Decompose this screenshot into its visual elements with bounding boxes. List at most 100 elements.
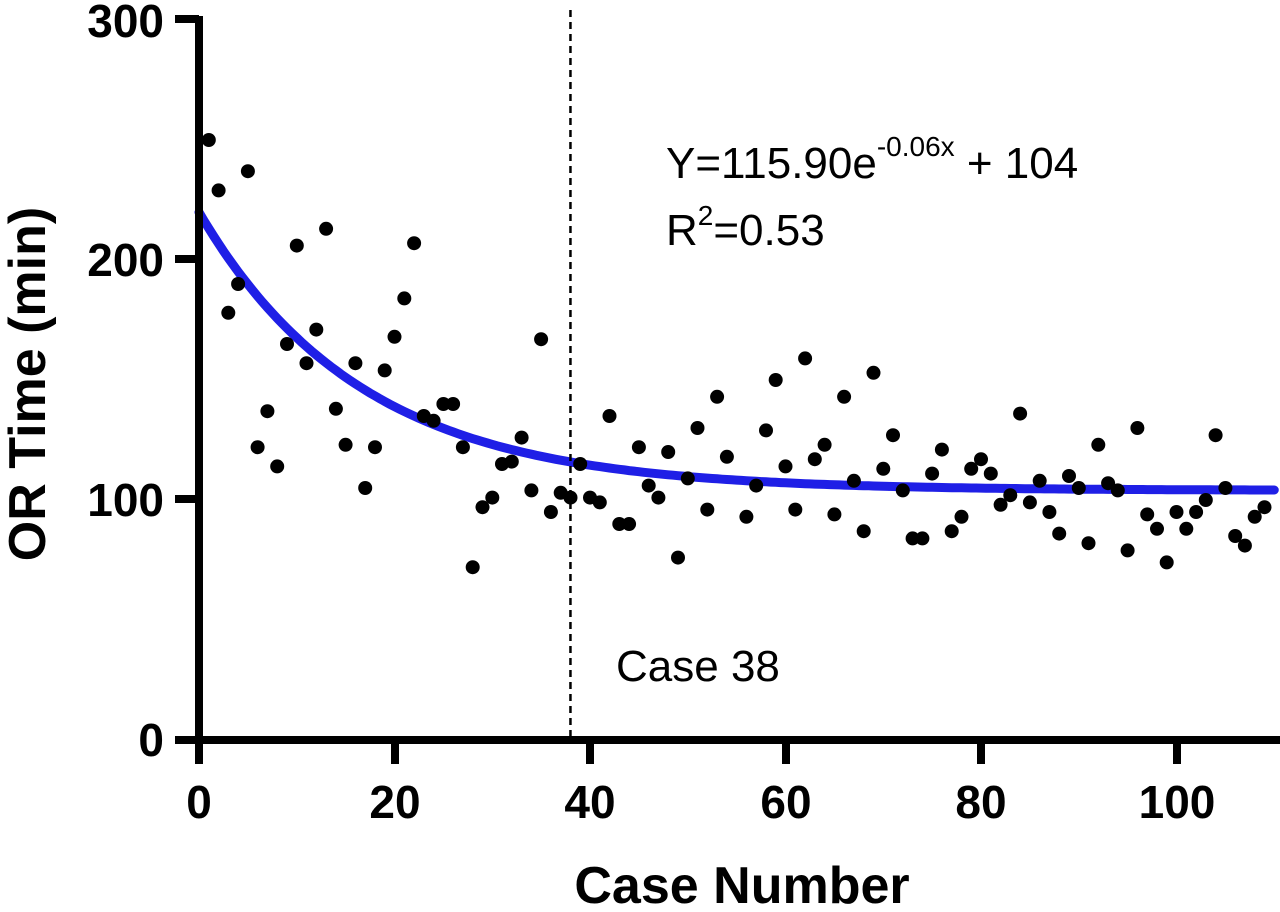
y-tick-label-0: 0 [138,714,164,766]
fit-equation-exponent: -0.06x [877,131,955,162]
data-point [1237,538,1252,553]
y-tick-label-100: 100 [87,474,164,526]
data-point [377,363,392,378]
data-point [1218,481,1233,495]
data-point [622,517,637,531]
data-point [436,397,451,411]
data-point [1208,428,1223,443]
case-38-label: Case 38 [616,642,780,691]
data-point [299,356,314,371]
data-point [504,454,519,469]
data-point [661,445,676,459]
x-tick-labels: 0 20 40 60 80 100 [186,776,1215,828]
data-point [309,322,324,337]
x-tick-label-20: 20 [369,776,420,828]
data-point [1257,500,1272,515]
data-point [407,236,422,251]
y-axis-title: OR Time (min) [0,207,57,561]
data-point [1159,555,1174,570]
x-axis-title: Case Number [574,857,909,912]
data-point [827,507,842,522]
data-point [1110,483,1125,498]
data-point [250,440,265,455]
data-point [270,459,285,474]
data-point [1081,536,1096,551]
data-point [338,437,353,452]
data-point [446,397,461,411]
data-point [1189,505,1204,519]
data-point [524,483,539,498]
data-point [231,277,246,291]
data-point [886,428,900,443]
data-point [1198,493,1213,507]
data-point [260,404,275,419]
data-point [631,440,646,455]
data-point [954,509,969,524]
data-point [680,471,695,486]
x-axis-ticks [195,740,1181,764]
data-point [768,373,783,387]
data-point [993,497,1008,512]
r-squared-prefix: R [666,206,698,255]
data-point [1003,488,1018,503]
data-point [211,183,226,198]
data-point [749,478,764,493]
data-point [915,531,930,546]
y-tick-label-300: 300 [87,0,164,47]
data-point [837,389,852,404]
data-point [221,305,236,320]
data-point [1091,437,1106,452]
data-point [1052,526,1067,541]
data-point [807,452,822,467]
data-point [788,502,803,517]
x-tick-label-0: 0 [186,776,212,828]
data-point [700,502,715,517]
data-point [651,490,666,505]
data-point [358,481,373,495]
data-point [944,524,959,539]
data-point [426,413,441,428]
data-point [719,449,734,464]
data-point [964,461,979,476]
data-point [514,430,529,445]
data-point [690,421,705,435]
data-point [240,164,255,179]
x-tick-label-40: 40 [564,776,615,828]
data-point [612,517,627,531]
data-point [1042,505,1057,519]
x-tick-label-100: 100 [1139,776,1216,828]
data-points [201,133,1272,575]
data-point [846,473,861,488]
data-point [397,291,412,306]
data-point [866,365,881,380]
data-point [1150,521,1164,536]
data-point [1071,481,1086,495]
data-point [348,356,363,371]
data-point [1013,406,1028,421]
data-point [475,500,490,515]
data-point [641,478,656,493]
r-squared-value: =0.53 [713,206,824,255]
fit-equation-main: Y=115.90e [666,139,877,188]
y-tick-label-200: 200 [87,234,164,286]
r-squared-label: R2=0.53 [666,200,825,255]
data-point [1120,543,1135,558]
data-point [895,483,910,498]
data-point [856,524,871,539]
data-point [573,457,588,471]
data-point [925,466,940,481]
data-point [1179,521,1194,536]
data-point [739,509,754,524]
data-point [934,442,949,457]
data-point [465,560,480,575]
data-point [671,550,685,565]
data-point [983,466,998,481]
data-point [1247,509,1262,524]
data-point [368,440,382,455]
data-point [602,409,617,423]
data-point [201,133,216,147]
data-point [280,337,294,351]
exponential-fit-curve [194,207,1279,495]
r-squared-superscript: 2 [698,200,714,231]
